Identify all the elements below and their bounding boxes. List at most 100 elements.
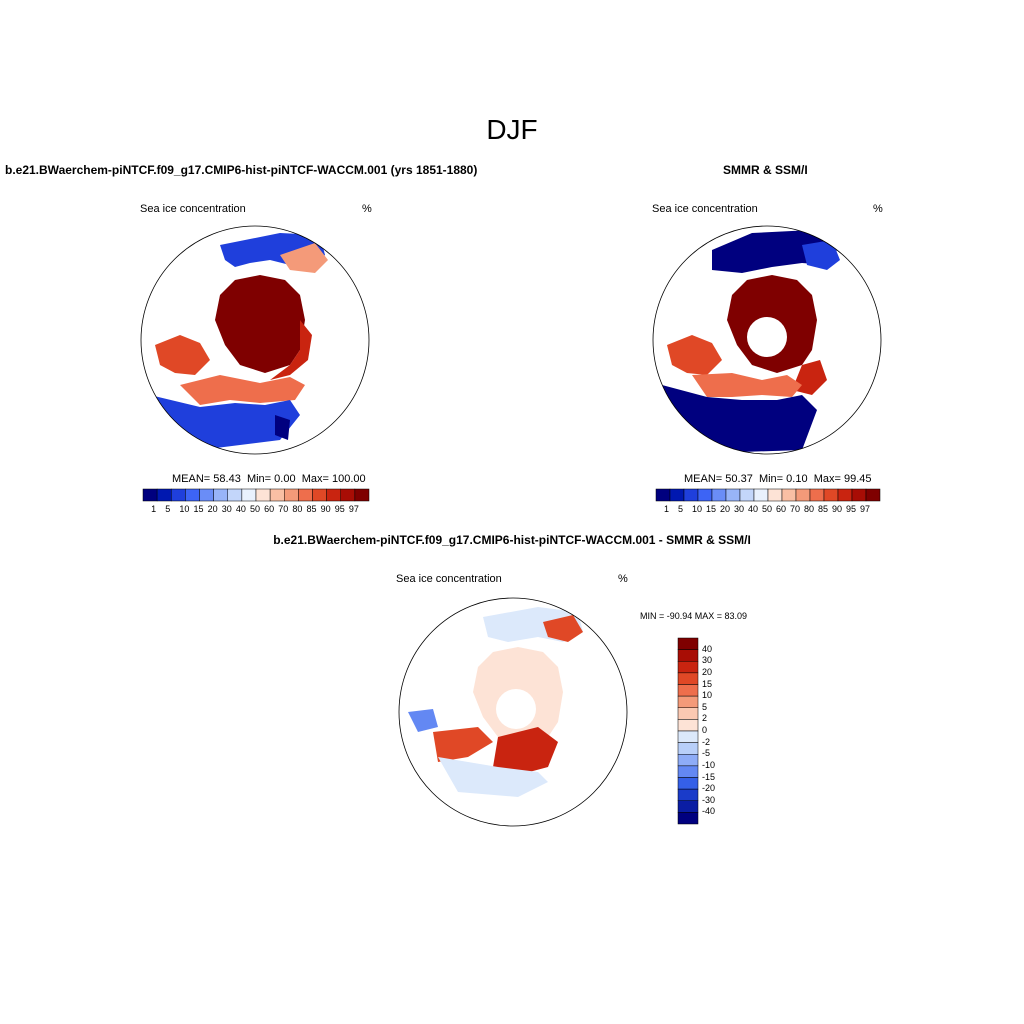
colorbar-tick-label: 0 (702, 725, 708, 735)
panel-2-stats: MEAN= 50.37 Min= 0.10 Max= 99.45 (684, 473, 872, 485)
colorbar-tick-label: 5 (702, 701, 708, 712)
colorbar-swatch (677, 812, 699, 825)
colorbar-tick-label: 20 (702, 666, 713, 677)
colorbar-swatch (781, 488, 797, 502)
colorbar-swatch (269, 488, 285, 502)
colorbar-swatch (677, 730, 699, 743)
colorbar-tick-label: 80 (292, 504, 303, 514)
colorbar-tick-label: 40 (235, 504, 246, 514)
labrador-diff (433, 727, 493, 762)
colorbar-tick-label: 10 (702, 690, 713, 701)
colorbar-tick-label: 1 (664, 504, 670, 514)
bering-ice (712, 230, 837, 273)
colorbar-swatch (809, 488, 825, 502)
colorbar-tick-label: 30 (734, 504, 745, 514)
panel-3-title: b.e21.BWaerchem-piNTCF.f09_g17.CMIP6-his… (273, 533, 751, 547)
colorbar-swatch (725, 488, 741, 502)
colorbar-swatch (683, 488, 699, 502)
panel-1-units: % (362, 203, 372, 215)
colorbar-swatch (697, 488, 713, 502)
colorbar-swatch (677, 661, 699, 674)
baltic (275, 415, 290, 440)
panel-1-colorbar (142, 488, 370, 502)
colorbar-swatch (298, 488, 313, 502)
colorbar-tick-label: -2 (702, 736, 711, 747)
colorbar-swatch (677, 754, 699, 767)
max-value: 99.45 (843, 473, 872, 485)
colorbar-tick-label: 85 (818, 504, 829, 514)
colorbar-tick-label: -20 (702, 783, 716, 794)
colorbar-swatch (677, 800, 699, 813)
colorbar-swatch (677, 788, 699, 801)
colorbar-tick-label: 40 (702, 643, 713, 654)
colorbar-tick-label: 60 (264, 504, 275, 514)
colorbar-tick-label: 5 (165, 504, 171, 514)
colorbar-tick-label: 97 (348, 504, 359, 514)
max-label: Max= (301, 473, 329, 485)
colorbar-tick-label: 50 (762, 504, 773, 514)
colorbar-swatch (851, 488, 867, 502)
barents-diff (493, 727, 558, 775)
hudson-ice (667, 335, 722, 375)
colorbar-swatch (326, 488, 341, 502)
panel-2-colorbar (655, 488, 881, 502)
pole-hole (496, 689, 536, 729)
max-value: 100.00 (331, 473, 366, 485)
colorbar-tick-label: 90 (320, 504, 331, 514)
colorbar-swatch (156, 488, 172, 502)
atlantic-ice-edge (692, 373, 802, 397)
colorbar-tick-label: 10 (692, 504, 703, 514)
panel-1-stats: MEAN= 58.43 Min= 0.00 Max= 100.00 (172, 473, 366, 485)
min-value: 0.10 (786, 473, 808, 485)
arctic-margin-ice (270, 320, 312, 380)
colorbar-tick-label: 50 (250, 504, 261, 514)
okhotsk-diff (543, 615, 583, 642)
mean-value: 58.43 (213, 473, 241, 485)
colorbar-swatch (677, 765, 699, 778)
colorbar-tick-label: -15 (702, 771, 716, 782)
colorbar-swatch (711, 488, 727, 502)
colorbar-swatch (795, 488, 811, 502)
atlantic-ice-edge (180, 375, 305, 405)
colorbar-swatch (340, 488, 356, 502)
mean-label: MEAN= (684, 473, 723, 485)
colorbar-tick-label: 30 (221, 504, 232, 514)
colorbar-swatch (767, 488, 783, 502)
colorbar-tick-label: 15 (706, 504, 717, 514)
panel-2-units: % (873, 203, 883, 215)
max-label: Max= (813, 473, 841, 485)
colorbar-swatch (142, 488, 158, 502)
mean-value: 50.37 (725, 473, 753, 485)
panel-1-map (140, 225, 370, 455)
pole-hole (747, 317, 787, 357)
panel-1-title: b.e21.BWaerchem-piNTCF.f09_g17.CMIP6-his… (5, 163, 478, 177)
hudson-ice (155, 335, 210, 375)
central-arctic-ice (215, 275, 305, 373)
min-value: 0.00 (274, 473, 296, 485)
colorbar-swatch (677, 637, 699, 650)
colorbar-swatch (677, 672, 699, 685)
colorbar-tick-label: 95 (846, 504, 857, 514)
colorbar-tick-label: 30 (702, 655, 713, 666)
colorbar-swatch (837, 488, 853, 502)
panel-3-units: % (618, 573, 628, 585)
colorbar-tick-label: 95 (334, 504, 345, 514)
colorbar-swatch (865, 488, 881, 502)
min-label: Min= (758, 473, 784, 485)
panel-1-left-label: Sea ice concentration (140, 203, 246, 215)
colorbar-tick-label: 70 (790, 504, 801, 514)
colorbar-swatch (677, 649, 699, 662)
colorbar-swatch (677, 742, 699, 755)
colorbar-tick-label: 1 (151, 504, 157, 514)
colorbar-swatch (185, 488, 200, 502)
colorbar-tick-label: 10 (179, 504, 190, 514)
colorbar-swatch (677, 684, 699, 697)
okhotsk-ice (802, 240, 840, 270)
panel-3-map (398, 597, 628, 827)
colorbar-swatch (655, 488, 671, 502)
colorbar-tick-label: 20 (207, 504, 218, 514)
colorbar-tick-label: 60 (776, 504, 787, 514)
colorbar-tick-label: 40 (748, 504, 759, 514)
colorbar-tick-label: 70 (278, 504, 289, 514)
colorbar-tick-label: -5 (702, 748, 711, 759)
